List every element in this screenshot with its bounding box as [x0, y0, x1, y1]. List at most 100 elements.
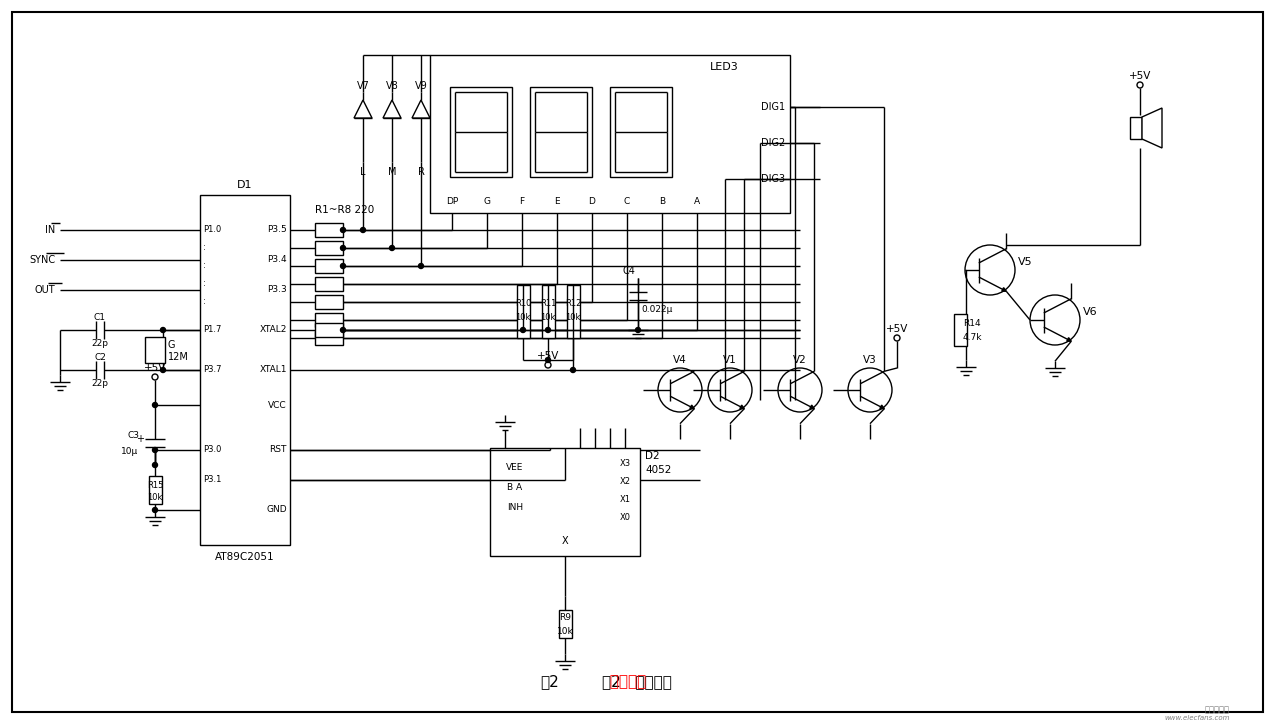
Text: M: M [388, 167, 397, 177]
Text: D1: D1 [237, 180, 252, 190]
Text: 电子发烧友: 电子发烧友 [1205, 706, 1230, 714]
Text: +5V: +5V [886, 324, 908, 334]
Polygon shape [740, 405, 745, 409]
Text: :: : [203, 280, 205, 288]
Text: :: : [203, 243, 205, 253]
Text: V8: V8 [385, 81, 398, 91]
Circle shape [161, 367, 166, 372]
Text: X3: X3 [620, 459, 631, 468]
Text: VCC: VCC [268, 401, 287, 409]
Text: V6: V6 [1082, 307, 1098, 317]
Text: :: : [203, 298, 205, 306]
Text: 电原理图: 电原理图 [601, 674, 646, 690]
Bar [315, 331, 343, 345]
Polygon shape [1142, 108, 1162, 148]
Text: P3.5: P3.5 [268, 226, 287, 234]
Circle shape [153, 507, 158, 513]
Text: GND: GND [266, 505, 287, 515]
Text: V2: V2 [793, 355, 807, 365]
Text: P3.0: P3.0 [203, 446, 222, 454]
Circle shape [161, 327, 166, 333]
Polygon shape [382, 100, 402, 118]
Text: X: X [562, 536, 569, 546]
Text: VEE: VEE [506, 463, 524, 473]
Bar [315, 277, 343, 291]
Text: G: G [483, 197, 491, 205]
Bar [450, 87, 513, 177]
Bar [516, 285, 530, 338]
Circle shape [153, 402, 158, 407]
Bar [200, 195, 289, 545]
Text: L: L [361, 167, 366, 177]
Bar [542, 285, 555, 338]
Text: R9: R9 [558, 613, 571, 622]
Text: V3: V3 [863, 355, 877, 365]
Text: G: G [168, 340, 176, 350]
Text: AT89C2051: AT89C2051 [215, 552, 275, 562]
Text: 12M: 12M [168, 352, 189, 362]
Bar [609, 87, 672, 177]
Text: V1: V1 [723, 355, 737, 365]
Text: R12: R12 [565, 298, 581, 308]
Text: P3.3: P3.3 [268, 285, 287, 295]
Text: 图2: 图2 [541, 674, 558, 690]
Text: R10: R10 [515, 298, 532, 308]
Text: A: A [694, 197, 700, 205]
Polygon shape [354, 100, 372, 118]
Text: DIG2: DIG2 [761, 138, 785, 148]
Text: INH: INH [507, 504, 523, 513]
Text: www.elecfans.com: www.elecfans.com [1164, 715, 1230, 721]
Bar [1130, 117, 1142, 139]
Bar [315, 313, 343, 327]
Text: X2: X2 [620, 476, 631, 486]
Text: :: : [203, 261, 205, 271]
Circle shape [153, 447, 158, 452]
Text: SYNC: SYNC [29, 255, 55, 265]
Circle shape [546, 327, 551, 333]
Text: 10k: 10k [557, 627, 574, 635]
Text: X0: X0 [620, 513, 631, 521]
Text: P1.7: P1.7 [203, 325, 222, 335]
Bar [315, 323, 343, 337]
Text: RST: RST [269, 446, 287, 454]
Text: IN: IN [45, 225, 55, 235]
Text: X1: X1 [620, 494, 631, 504]
Text: 10μ: 10μ [121, 446, 138, 455]
Text: 10k: 10k [515, 312, 530, 322]
Polygon shape [1067, 338, 1071, 341]
Polygon shape [412, 100, 430, 118]
Text: P1.0: P1.0 [203, 226, 222, 234]
Text: V9: V9 [414, 81, 427, 91]
Text: C2: C2 [94, 353, 106, 362]
Bar [315, 259, 343, 273]
Text: C3: C3 [128, 431, 140, 439]
Text: 22p: 22p [92, 338, 108, 348]
Bar [530, 87, 592, 177]
Text: 4052: 4052 [645, 465, 672, 475]
Text: 0.022μ: 0.022μ [641, 306, 672, 314]
Text: V7: V7 [357, 81, 370, 91]
Text: V5: V5 [1017, 257, 1033, 267]
Text: 图2   电原理图: 图2 电原理图 [602, 674, 672, 690]
Polygon shape [690, 405, 695, 409]
Text: P3.4: P3.4 [268, 256, 287, 264]
Text: +5V: +5V [537, 351, 560, 361]
Text: D: D [589, 197, 595, 205]
Text: +: + [136, 434, 144, 444]
Bar [567, 285, 580, 338]
Text: 10k: 10k [541, 312, 556, 322]
Polygon shape [810, 405, 815, 409]
Text: V4: V4 [673, 355, 687, 365]
Circle shape [153, 462, 158, 468]
Text: R1~R8 220: R1~R8 220 [315, 205, 375, 215]
Text: OUT: OUT [34, 285, 55, 295]
Text: D2: D2 [645, 451, 659, 461]
Text: C1: C1 [94, 312, 106, 322]
Polygon shape [1002, 287, 1006, 291]
Text: 4.7k: 4.7k [963, 333, 983, 341]
Text: 10k: 10k [148, 492, 163, 502]
Circle shape [340, 245, 346, 250]
Text: B: B [659, 197, 666, 205]
Bar [315, 223, 343, 237]
Circle shape [340, 264, 346, 269]
